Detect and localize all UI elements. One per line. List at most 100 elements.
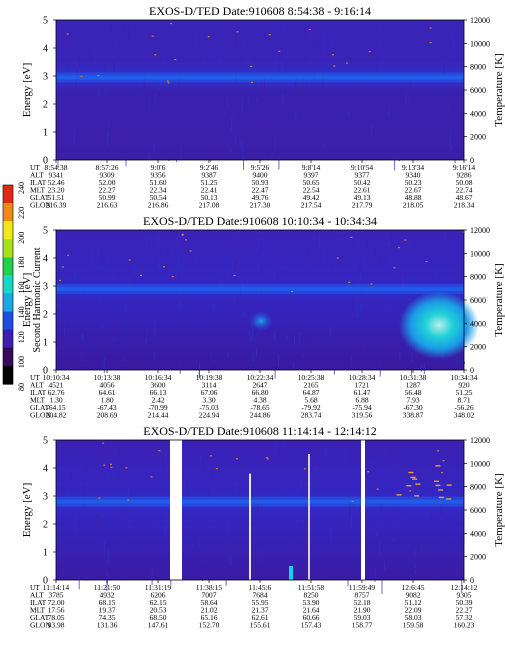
- heatmap-streak: [268, 453, 270, 467]
- table-row-label: ALT: [30, 381, 44, 390]
- heatmap-streak: [377, 519, 379, 523]
- table-cell: 51.60: [150, 178, 167, 187]
- y2-tick-label: 4000: [470, 319, 486, 328]
- heatmap-streak: [62, 466, 64, 473]
- heatmap-streak: [259, 118, 260, 132]
- heatmap-speck: [67, 254, 70, 256]
- heatmap-streak: [181, 263, 183, 277]
- heatmap-streak: [390, 446, 392, 451]
- y2-axis-label: Temperature [K]: [493, 53, 505, 126]
- heatmap-streak: [57, 157, 59, 168]
- heatmap-streak: [242, 142, 244, 153]
- heatmap-streak: [227, 36, 228, 47]
- heatmap-streak: [392, 538, 394, 542]
- heatmap-streak: [179, 360, 181, 374]
- heatmap-streak: [290, 125, 292, 140]
- table-cell: 9:16'14: [453, 163, 475, 172]
- table-cell: 216.39: [46, 201, 67, 210]
- heatmap-streak: [107, 131, 108, 146]
- table-cell: 217.08: [199, 201, 220, 210]
- heatmap-streak: [325, 141, 327, 147]
- heatmap-streak: [402, 274, 403, 285]
- table-cell: 51.51: [48, 193, 65, 202]
- heatmap-streak: [119, 244, 120, 248]
- heatmap-streak: [185, 478, 187, 489]
- heatmap-streak: [331, 61, 332, 75]
- y2-axis-label: Temperature [K]: [493, 473, 505, 546]
- heatmap-streak: [146, 331, 148, 343]
- heatmap-streak: [131, 112, 132, 118]
- table-cell: 50.42: [354, 178, 371, 187]
- heatmap-streak: [348, 109, 350, 116]
- heatmap-streak: [198, 365, 200, 378]
- heatmap-streak: [434, 505, 436, 509]
- heatmap-streak: [255, 471, 257, 485]
- table-cell: 217.30: [250, 201, 271, 210]
- colorbar-swatch: [3, 293, 13, 313]
- heatmap-streak: [166, 127, 168, 142]
- heatmap-streak: [360, 273, 361, 281]
- heatmap-streak: [154, 152, 156, 159]
- heatmap-streak: [98, 83, 100, 97]
- heatmap-streak: [414, 563, 416, 575]
- heatmap-speck: [434, 480, 439, 482]
- heatmap-streak: [102, 513, 103, 518]
- heatmap-streak: [299, 524, 301, 528]
- heatmap-streak: [356, 306, 358, 318]
- table-cell: 9340: [406, 171, 421, 180]
- table-cell: 1.30: [49, 396, 62, 405]
- heatmap-streak: [358, 239, 360, 247]
- heatmap-streak: [121, 455, 123, 467]
- heatmap-streak: [373, 460, 375, 465]
- heatmap-speck: [207, 36, 210, 38]
- heatmap-streak: [101, 500, 103, 515]
- heatmap-streak: [107, 548, 109, 565]
- heatmap-speck: [446, 498, 452, 500]
- table-cell: 216.86: [148, 201, 169, 210]
- heatmap-streak: [227, 97, 228, 109]
- heatmap-streak: [134, 518, 135, 533]
- heatmap-streak: [215, 481, 217, 490]
- heatmap-speck: [404, 239, 407, 241]
- heatmap-streak: [95, 49, 97, 63]
- heatmap-streak: [257, 235, 259, 252]
- heatmap-streak: [443, 20, 445, 27]
- table-cell: 218.34: [454, 201, 475, 210]
- table-cell: 19.37: [99, 606, 116, 615]
- y2-tick-label: 10000: [470, 459, 490, 468]
- table-cell: 20.53: [150, 606, 167, 615]
- heatmap-streak: [322, 249, 324, 265]
- table-cell: 59.03: [354, 613, 371, 622]
- heatmap-streak: [112, 468, 114, 482]
- table-cell: 9:0'6: [151, 163, 166, 172]
- heatmap-streak: [252, 353, 254, 363]
- heatmap-streak: [245, 55, 247, 69]
- heatmap-streak: [74, 516, 76, 532]
- heatmap-speck: [166, 80, 169, 82]
- table-cell: 21.90: [354, 606, 371, 615]
- heatmap-background: [56, 440, 464, 580]
- table-cell: 21.37: [252, 606, 269, 615]
- table-cell: 10:31:38: [400, 373, 427, 382]
- heatmap-streak: [417, 152, 419, 161]
- heatmap-streak: [176, 267, 178, 276]
- heatmap-streak: [295, 81, 296, 86]
- heatmap-streak: [124, 241, 126, 246]
- y-tick-label: 0: [43, 366, 48, 377]
- heatmap-streak: [299, 520, 301, 527]
- heatmap-streak: [388, 241, 390, 248]
- heatmap-streak: [107, 459, 109, 471]
- table-cell: 5.68: [304, 396, 317, 405]
- heatmap-streak: [78, 575, 80, 590]
- heatmap-streak: [196, 360, 197, 364]
- heatmap-streak: [208, 523, 210, 531]
- heatmap-streak: [99, 293, 101, 305]
- heatmap-streak: [124, 455, 126, 459]
- heatmap-streak: [84, 42, 86, 46]
- heatmap-streak: [287, 45, 289, 60]
- heatmap-streak: [225, 571, 227, 586]
- heatmap-streak: [375, 531, 377, 537]
- heatmap-streak: [302, 76, 303, 89]
- table-cell: 9341: [49, 171, 64, 180]
- heatmap-speck: [170, 22, 173, 25]
